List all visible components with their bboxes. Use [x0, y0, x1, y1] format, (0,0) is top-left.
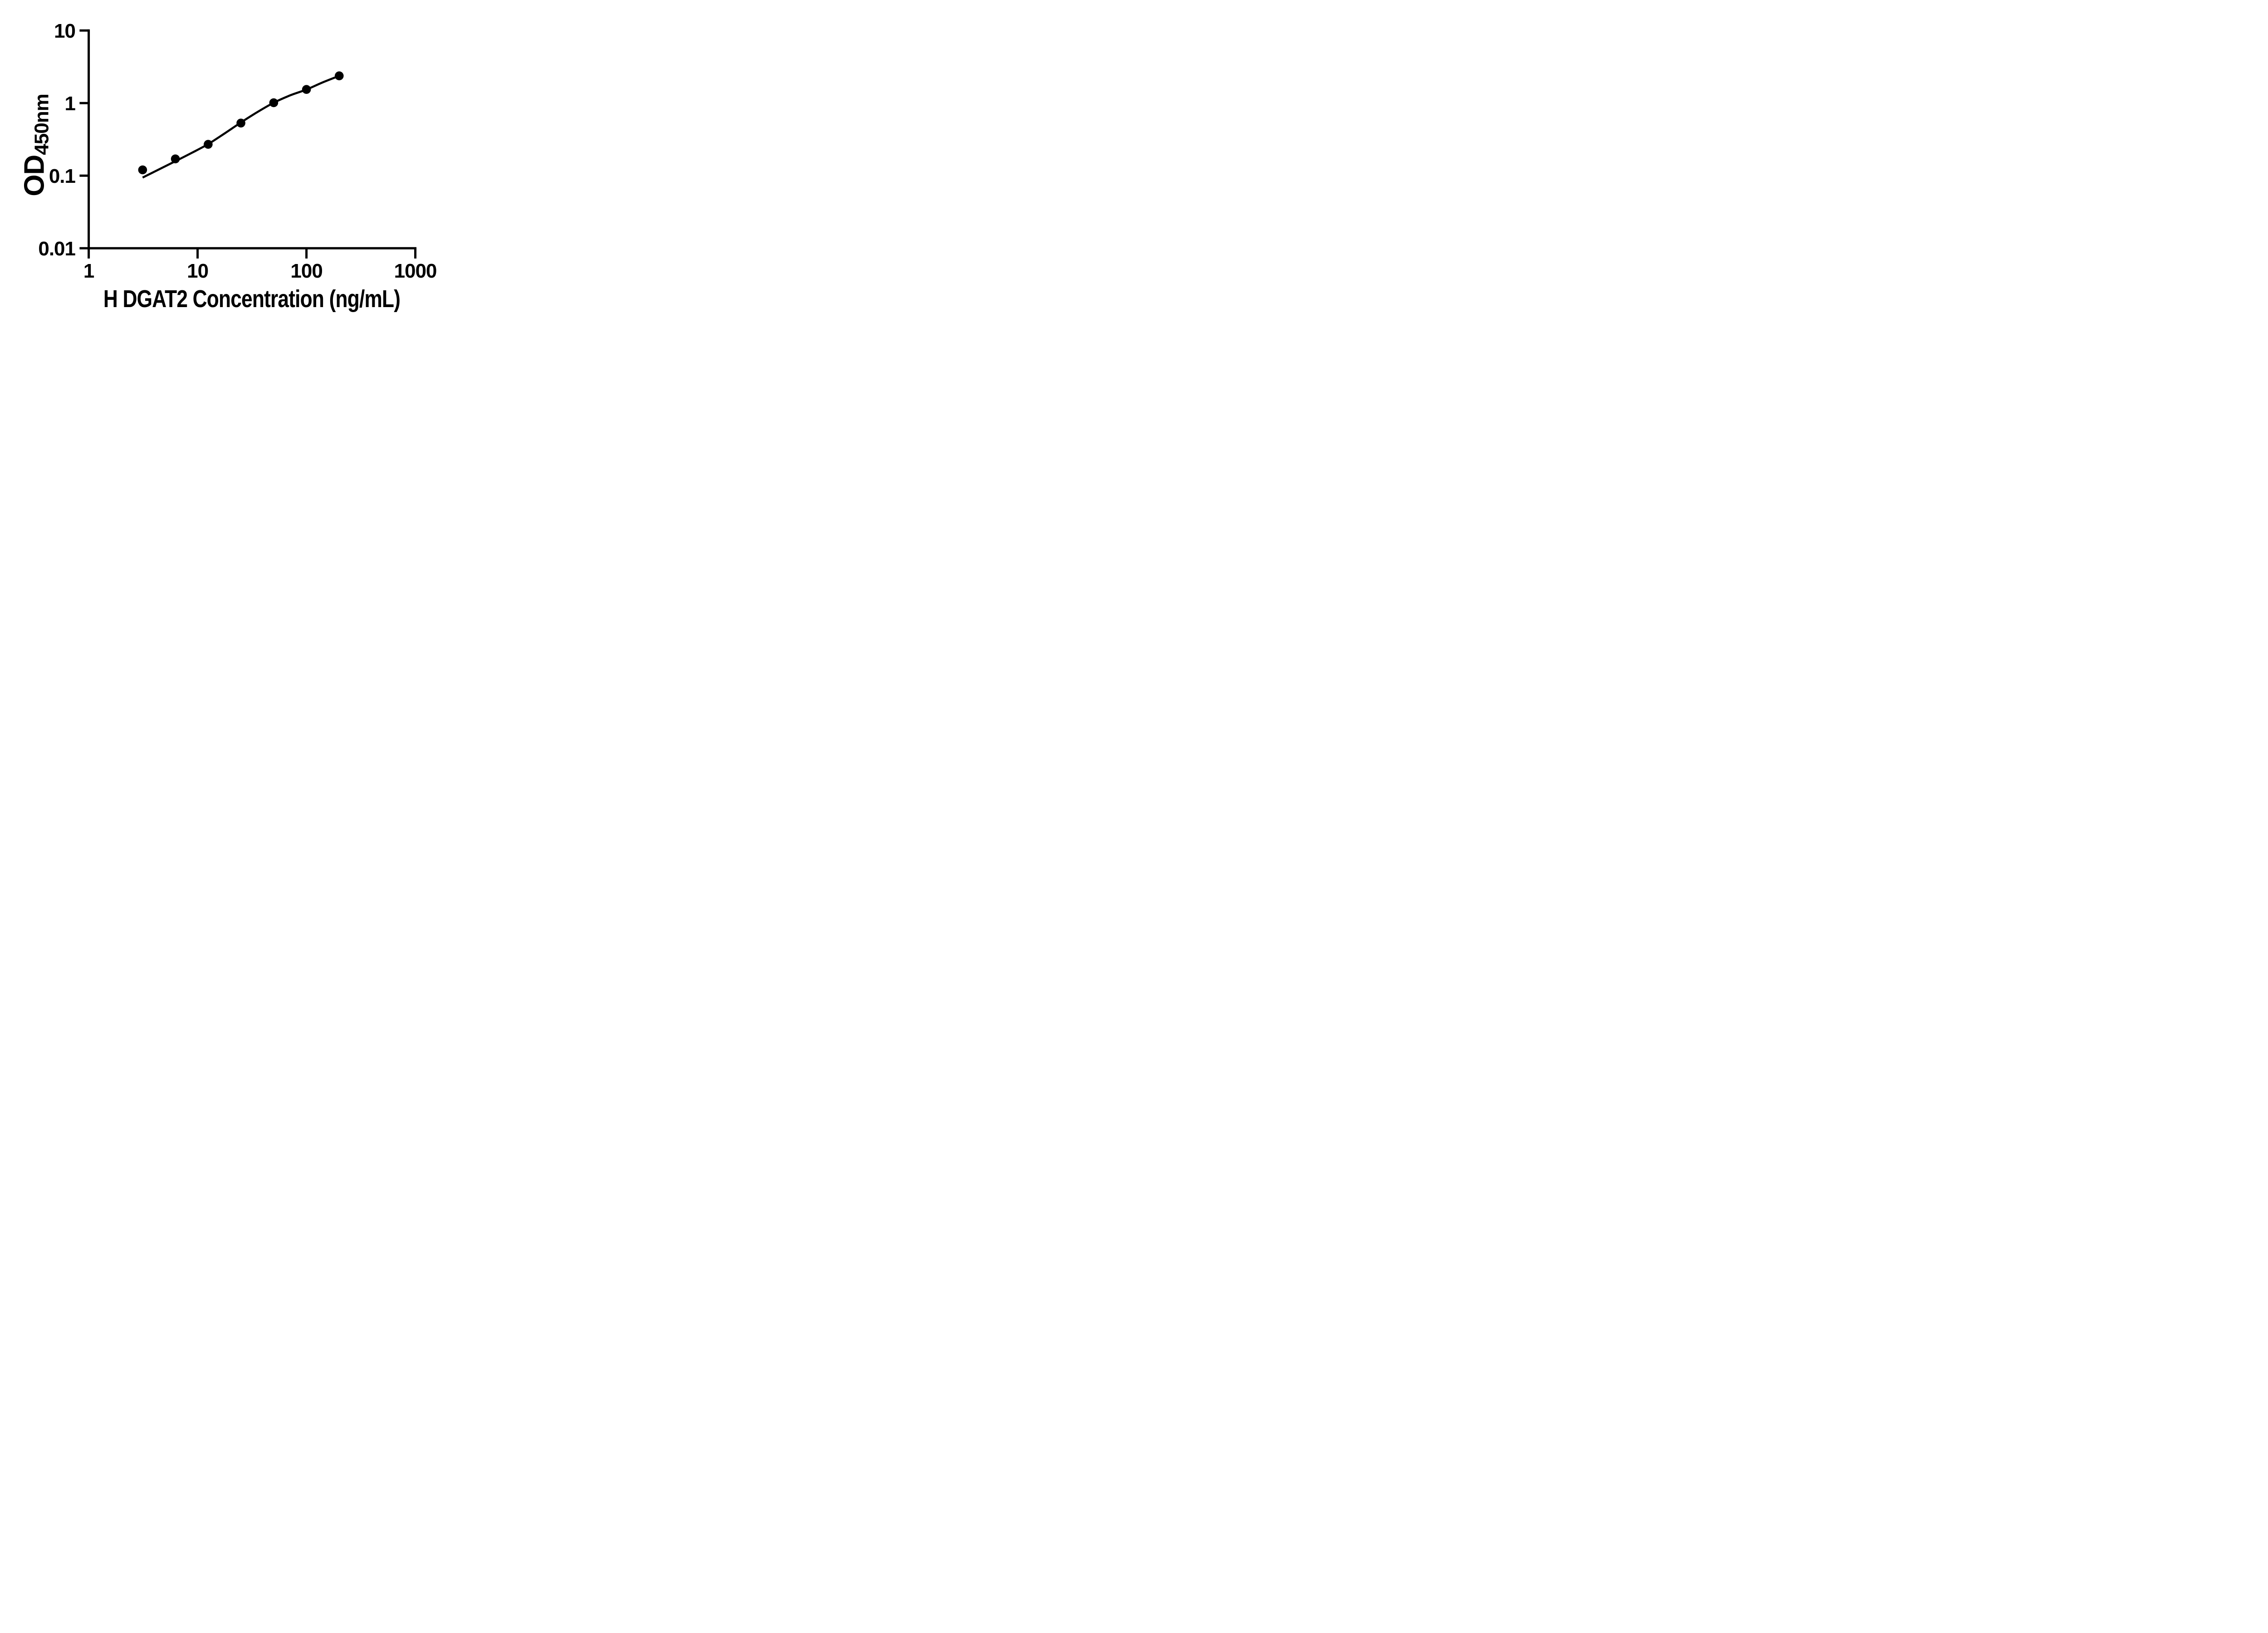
elisa-standard-curve-figure: 10 1 0.1 0.01 1 10 100 1000 H DGAT2 Concentrati…	[0, 0, 465, 327]
data-point-7	[335, 71, 344, 80]
x-tick-label-1000: 1000	[394, 260, 437, 282]
y-tick-label-1: 1	[65, 93, 76, 115]
y-tick-label-0.01: 0.01	[38, 238, 75, 260]
plot-svg: 10 1 0.1 0.01 1 10 100 1000	[38, 20, 437, 282]
data-point-6	[302, 85, 311, 94]
data-point-2	[171, 154, 180, 164]
x-tick-label-100: 100	[290, 260, 322, 282]
y-tick-label-10: 10	[54, 20, 75, 42]
data-point-5	[269, 98, 279, 108]
data-point-3	[204, 140, 213, 149]
data-point-4	[236, 118, 245, 128]
x-tick-label-10: 10	[187, 260, 208, 282]
y-axis-title-subscript: 450nm	[30, 94, 53, 155]
y-axis-title: OD450nm	[19, 94, 53, 196]
y-axis-title-main: OD	[19, 155, 50, 196]
x-tick-label-1: 1	[83, 260, 94, 282]
data-point-1	[138, 165, 147, 175]
y-tick-label-0.1: 0.1	[49, 165, 76, 187]
x-axis-title: H DGAT2 Concentration (ng/mL)	[103, 285, 401, 313]
